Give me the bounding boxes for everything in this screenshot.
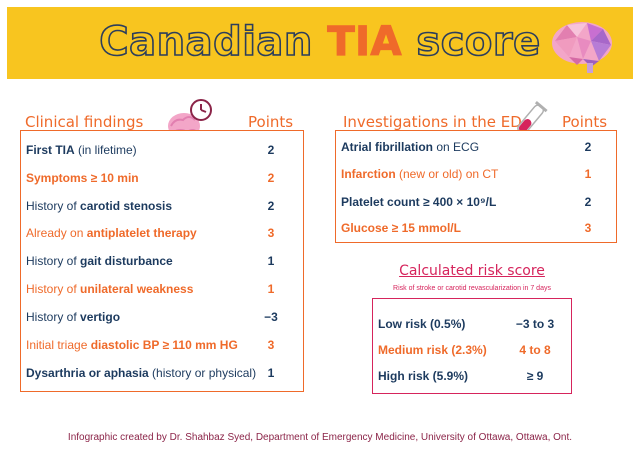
row-points: 3	[267, 226, 275, 240]
row-points: 2	[584, 195, 592, 209]
risk-label: High risk (5.9%)	[378, 369, 469, 383]
row-points: 1	[267, 282, 275, 296]
row-bold: Symptoms ≥ 10 min	[26, 171, 139, 185]
row-points: −3	[264, 310, 278, 324]
investigation-row: Glucose ≥ 15 mmol/L 3	[336, 218, 616, 238]
row-bold: diastolic BP ≥ 110 mm HG	[90, 338, 238, 352]
row-bold: Platelet count ≥ 400 × 10⁹/L	[341, 195, 497, 209]
row-bold: Dysarthria or aphasia	[26, 366, 149, 380]
clinical-row: History of carotid stenosis 2	[21, 196, 303, 216]
risk-box: Low risk (0.5%) −3 to 3 Medium risk (2.3…	[372, 298, 572, 394]
risk-subtitle: Risk of stroke or carotid revascularizat…	[393, 285, 551, 292]
investigation-row: Platelet count ≥ 400 × 10⁹/L 2	[336, 192, 616, 212]
investigations-points-heading: Points	[562, 113, 608, 131]
clinical-points-heading: Points	[248, 113, 294, 131]
row-post: (history or physical)	[148, 366, 257, 380]
clinical-row: Initial triage diastolic BP ≥ 110 mm HG …	[21, 335, 303, 355]
row-points: 2	[267, 143, 275, 157]
row-pre: Initial triage	[26, 338, 91, 352]
row-post: (new or old) on CT	[395, 167, 499, 181]
clinical-row: Symptoms ≥ 10 min 2	[21, 168, 303, 188]
risk-range: 4 to 8	[519, 343, 551, 357]
title-highlight: TIA	[327, 18, 402, 65]
row-bold: Infarction	[341, 167, 396, 181]
clinical-row: History of vertigo −3	[21, 307, 303, 327]
row-bold: Glucose ≥ 15 mmol/L	[341, 221, 461, 235]
risk-row: Low risk (0.5%) −3 to 3	[373, 314, 571, 334]
title-part1: Canadian	[98, 18, 328, 66]
row-post: on ECG	[433, 140, 480, 154]
row-bold: Atrial fibrillation	[341, 140, 434, 154]
clinical-row: First TIA (in lifetime) 2	[21, 140, 303, 160]
row-points: 2	[584, 140, 592, 154]
investigations-box: Atrial fibrillation on ECG 2 Infarction …	[335, 130, 617, 243]
row-pre: History of	[26, 310, 81, 324]
row-points: 3	[267, 338, 275, 352]
risk-title: Calculated risk score	[399, 263, 545, 279]
row-bold: carotid stenosis	[80, 199, 173, 213]
investigation-row: Atrial fibrillation on ECG 2	[336, 137, 616, 157]
row-pre: Already on	[26, 226, 87, 240]
risk-row: Medium risk (2.3%) 4 to 8	[373, 340, 571, 360]
row-points: 1	[584, 167, 592, 181]
row-bold: gait disturbance	[80, 254, 173, 268]
row-points: 1	[267, 366, 275, 380]
clinical-heading: Clinical findings	[25, 113, 144, 131]
clinical-findings-box: First TIA (in lifetime) 2 Symptoms ≥ 10 …	[20, 130, 304, 392]
clinical-row: Dysarthria or aphasia (history or physic…	[21, 363, 303, 383]
clinical-row: History of unilateral weakness 1	[21, 279, 303, 299]
row-points: 2	[267, 199, 275, 213]
row-points: 2	[267, 171, 275, 185]
row-points: 1	[267, 254, 275, 268]
row-bold: First TIA	[26, 143, 75, 157]
row-post: (in lifetime)	[74, 143, 137, 157]
risk-label: Medium risk (2.3%)	[378, 343, 487, 357]
risk-range: −3 to 3	[515, 317, 555, 331]
row-bold: vertigo	[80, 310, 121, 324]
row-points: 3	[584, 221, 592, 235]
title-part2: score	[401, 18, 541, 66]
footer-credit: Infographic created by Dr. Shahbaz Syed,…	[67, 432, 573, 443]
risk-label: Low risk (0.5%)	[378, 317, 466, 331]
row-pre: History of	[26, 199, 81, 213]
row-pre: History of	[26, 254, 81, 268]
page-title: Canadian TIA score	[7, 18, 633, 66]
clinical-row: History of gait disturbance 1	[21, 251, 303, 271]
title-banner: Canadian TIA score	[7, 7, 633, 79]
investigations-heading: Investigations in the ED	[343, 113, 522, 131]
row-pre: History of	[26, 282, 81, 296]
clinical-row: Already on antiplatelet therapy 3	[21, 223, 303, 243]
risk-row: High risk (5.9%) ≥ 9	[373, 366, 571, 386]
brain-logo-icon	[552, 22, 612, 73]
row-bold: antiplatelet therapy	[86, 226, 197, 240]
investigation-row: Infarction (new or old) on CT 1	[336, 164, 616, 184]
risk-range: ≥ 9	[526, 369, 544, 383]
row-bold: unilateral weakness	[80, 282, 194, 296]
